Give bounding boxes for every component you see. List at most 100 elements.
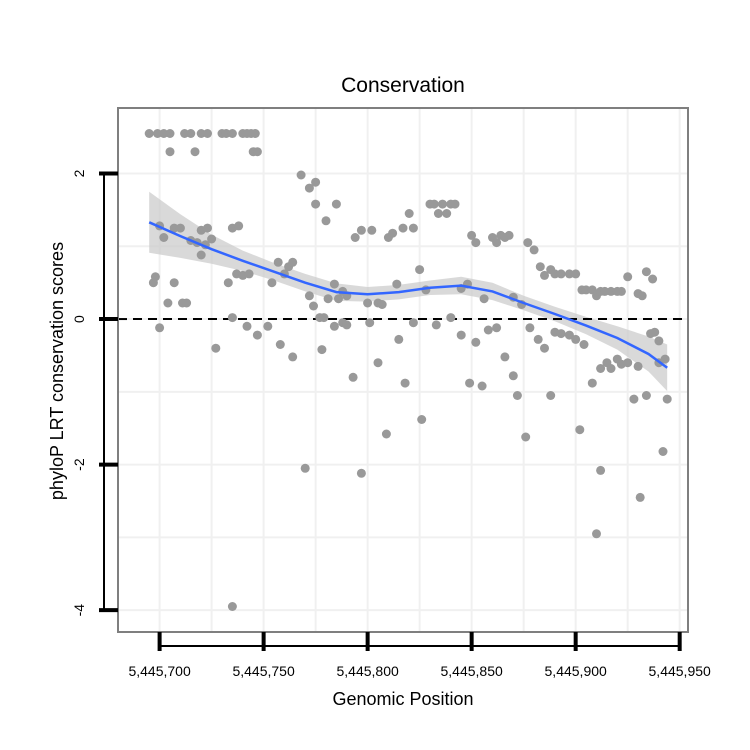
data-point — [151, 272, 160, 281]
data-point — [650, 328, 659, 337]
data-point — [211, 344, 220, 353]
data-point — [438, 200, 447, 209]
x-axis-label: Genomic Position — [332, 689, 473, 709]
data-point — [253, 331, 262, 340]
data-point — [580, 340, 589, 349]
data-point — [301, 464, 310, 473]
data-point — [203, 129, 212, 138]
data-point — [245, 269, 254, 278]
data-point — [191, 147, 200, 156]
data-point — [596, 466, 605, 475]
data-point — [623, 272, 632, 281]
data-point — [234, 221, 243, 230]
data-point — [401, 379, 410, 388]
data-points — [145, 129, 672, 611]
x-tick-label: 5,445,850 — [441, 663, 503, 679]
data-point — [163, 299, 172, 308]
data-point — [297, 171, 306, 180]
y-tick-label: -4 — [71, 604, 87, 617]
data-point — [330, 322, 339, 331]
data-point — [480, 294, 489, 303]
data-point — [575, 425, 584, 434]
data-point — [228, 602, 237, 611]
data-point — [197, 251, 206, 260]
data-point — [629, 395, 638, 404]
data-point — [251, 129, 260, 138]
data-point — [176, 224, 185, 233]
data-point — [432, 320, 441, 329]
data-point — [351, 233, 360, 242]
data-point — [155, 323, 164, 332]
data-point — [228, 129, 237, 138]
data-point — [159, 233, 168, 242]
data-point — [509, 371, 518, 380]
data-point — [367, 226, 376, 235]
data-point — [434, 209, 443, 218]
data-point — [324, 294, 333, 303]
data-point — [500, 352, 509, 361]
data-point — [311, 200, 320, 209]
y-tick-label: 2 — [71, 169, 87, 177]
data-point — [288, 352, 297, 361]
data-point — [571, 269, 580, 278]
data-point — [317, 345, 326, 354]
data-point — [274, 258, 283, 267]
data-point — [332, 200, 341, 209]
data-point — [267, 278, 276, 287]
data-point — [392, 280, 401, 289]
data-point — [534, 335, 543, 344]
data-point — [636, 493, 645, 502]
data-point — [203, 224, 212, 233]
data-point — [382, 430, 391, 439]
data-point — [484, 326, 493, 335]
data-point — [365, 318, 374, 327]
x-tick-label: 5,445,950 — [649, 663, 711, 679]
x-tick-label: 5,445,750 — [232, 663, 294, 679]
data-point — [659, 447, 668, 456]
data-point — [571, 335, 580, 344]
data-point — [305, 291, 314, 300]
data-point — [623, 358, 632, 367]
data-point — [523, 238, 532, 247]
data-point — [311, 178, 320, 187]
data-point — [478, 382, 487, 391]
data-point — [654, 336, 663, 345]
data-point — [166, 129, 175, 138]
data-point — [471, 238, 480, 247]
y-axis-label: phyloP LRT conservation scores — [47, 242, 67, 500]
data-point — [319, 313, 328, 322]
data-point — [642, 267, 651, 276]
data-point — [492, 323, 501, 332]
data-point — [638, 291, 647, 300]
data-point — [465, 379, 474, 388]
data-point — [145, 129, 154, 138]
data-point — [363, 299, 372, 308]
data-point — [243, 322, 252, 331]
data-point — [557, 269, 566, 278]
data-point — [557, 329, 566, 338]
data-point — [374, 358, 383, 367]
data-point — [357, 469, 366, 478]
data-point — [661, 355, 670, 364]
data-point — [228, 313, 237, 322]
x-tick-label: 5,445,700 — [128, 663, 190, 679]
data-point — [446, 313, 455, 322]
data-point — [224, 278, 233, 287]
data-point — [634, 362, 643, 371]
data-point — [540, 344, 549, 353]
data-point — [536, 262, 545, 271]
data-point — [394, 335, 403, 344]
data-point — [357, 226, 366, 235]
data-point — [415, 265, 424, 274]
x-tick-label: 5,445,800 — [336, 663, 398, 679]
y-axis: -4 -2 0 2 — [71, 169, 118, 616]
data-point — [288, 258, 297, 267]
x-axis: 5,445,700 5,445,750 5,445,800 5,445,850 5,44… — [128, 632, 711, 679]
data-point — [525, 323, 534, 332]
data-point — [430, 200, 439, 209]
data-point — [309, 302, 318, 311]
data-point — [378, 300, 387, 309]
data-point — [530, 245, 539, 254]
data-point — [170, 278, 179, 287]
y-tick-label: 0 — [71, 315, 87, 323]
